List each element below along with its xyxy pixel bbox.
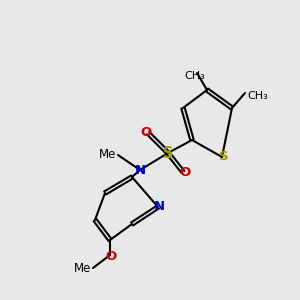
Text: O: O — [179, 166, 191, 178]
Text: S: S — [163, 146, 173, 160]
Text: CH₃: CH₃ — [247, 91, 268, 101]
Text: N: N — [134, 164, 146, 176]
Text: O: O — [105, 250, 117, 262]
Text: CH₃: CH₃ — [184, 71, 206, 81]
Text: Me: Me — [74, 262, 91, 275]
Text: S: S — [219, 151, 229, 164]
Text: Me: Me — [99, 148, 116, 161]
Text: N: N — [153, 200, 165, 214]
Text: O: O — [140, 127, 152, 140]
